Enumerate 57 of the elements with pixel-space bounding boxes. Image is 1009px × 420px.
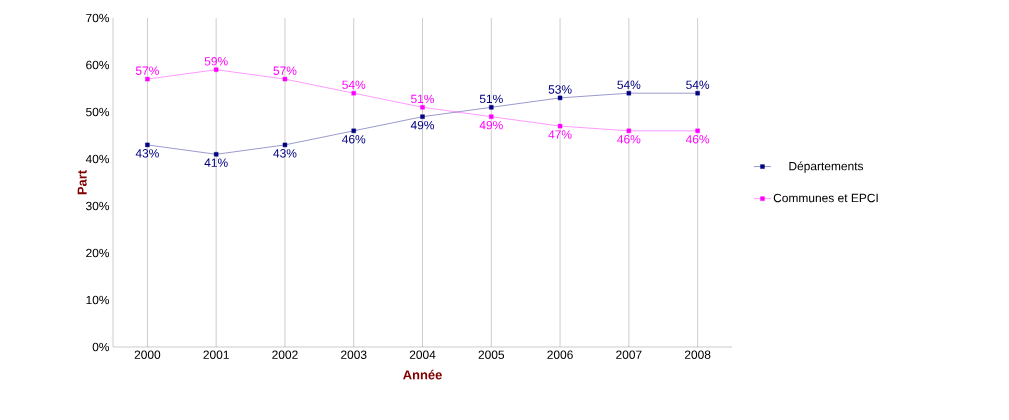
data-label: 54% bbox=[617, 80, 641, 89]
data-label: 43% bbox=[135, 149, 159, 158]
x-tick-label: 2001 bbox=[203, 350, 229, 359]
point bbox=[557, 95, 563, 101]
x-tick-label: 2003 bbox=[341, 350, 367, 359]
point bbox=[351, 128, 356, 133]
y-tick-label: 30% bbox=[86, 201, 110, 211]
data-label: 57% bbox=[273, 66, 297, 75]
data-label: 49% bbox=[479, 120, 503, 130]
point bbox=[145, 142, 150, 148]
x-tick-label: 2008 bbox=[684, 350, 711, 359]
x-tick-label: 2006 bbox=[547, 350, 573, 359]
data-label: 41% bbox=[204, 158, 228, 167]
point bbox=[213, 67, 219, 72]
x-tick-label: 2002 bbox=[272, 350, 298, 359]
data-label: 54% bbox=[686, 80, 710, 89]
point bbox=[351, 91, 356, 96]
y-axis-title: Part bbox=[77, 170, 87, 195]
point bbox=[557, 123, 563, 129]
data-label: 51% bbox=[411, 94, 435, 104]
legend-label: Départements bbox=[789, 161, 864, 173]
legend-label: Communes et EPCI bbox=[773, 193, 878, 203]
point bbox=[420, 114, 425, 119]
data-label: 57% bbox=[135, 66, 159, 75]
y-tick-label: 50% bbox=[86, 107, 110, 117]
y-tick-label: 10% bbox=[86, 295, 110, 305]
x-axis-title: Année bbox=[403, 369, 442, 380]
data-label: 47% bbox=[548, 130, 572, 139]
y-tick-label: 40% bbox=[85, 154, 110, 164]
data-label: 43% bbox=[273, 149, 297, 158]
point bbox=[282, 142, 288, 148]
point bbox=[489, 114, 494, 119]
point bbox=[213, 152, 219, 157]
x-tick-label: 2005 bbox=[478, 350, 505, 359]
data-label: 46% bbox=[685, 135, 710, 144]
y-tick-label: 60% bbox=[86, 60, 110, 70]
data-label: 49% bbox=[410, 120, 435, 130]
data-label: 46% bbox=[342, 135, 366, 144]
x-tick-label: 2007 bbox=[616, 350, 642, 359]
data-label: 53% bbox=[548, 85, 572, 94]
point bbox=[282, 76, 288, 82]
data-label: 51% bbox=[479, 94, 503, 104]
y-tick-label: 0% bbox=[92, 342, 110, 352]
x-tick-label: 2000 bbox=[134, 350, 161, 359]
data-label: 59% bbox=[204, 57, 228, 66]
point bbox=[626, 91, 632, 96]
data-label: 46% bbox=[617, 135, 641, 144]
point bbox=[695, 91, 700, 96]
y-tick-label: 70% bbox=[86, 13, 110, 23]
point bbox=[145, 76, 150, 82]
point bbox=[420, 105, 425, 110]
data-label: 54% bbox=[342, 80, 366, 89]
point bbox=[626, 128, 632, 133]
point bbox=[695, 128, 700, 133]
y-tick-label: 20% bbox=[86, 248, 110, 258]
x-tick-label: 2004 bbox=[409, 350, 436, 359]
point bbox=[489, 105, 494, 110]
